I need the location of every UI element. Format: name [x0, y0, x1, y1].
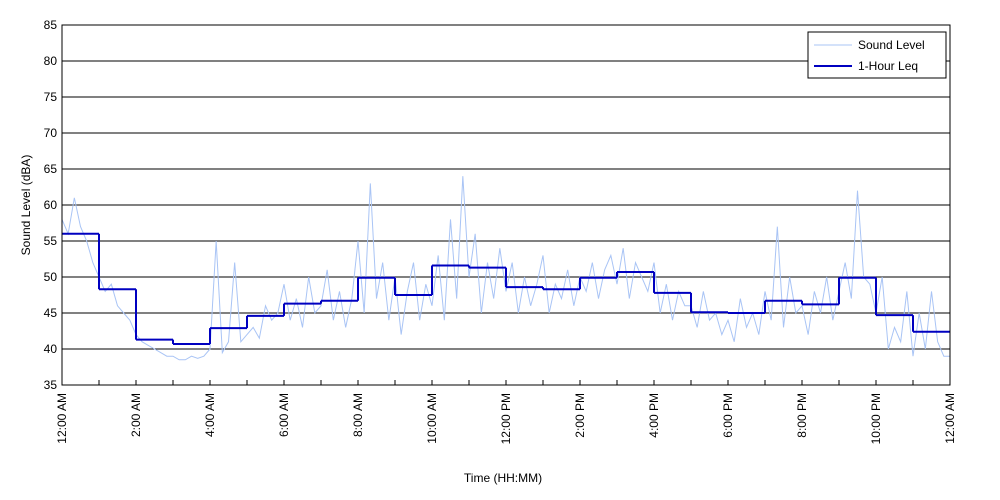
y-tick-label: 35 — [44, 378, 58, 392]
y-tick-label: 40 — [44, 342, 58, 356]
y-tick-label: 85 — [44, 18, 58, 32]
x-tick-label: 2:00 PM — [573, 393, 587, 438]
y-tick-label: 80 — [44, 54, 58, 68]
x-tick-label: 12:00 PM — [499, 393, 513, 444]
legend-box — [807, 31, 947, 79]
x-tick-label: 12:00 AM — [943, 393, 957, 444]
x-tick-label: 4:00 PM — [647, 393, 661, 438]
x-tick-label: 12:00 AM — [55, 393, 69, 444]
x-tick-label: 4:00 AM — [203, 393, 217, 437]
x-axis-label: Time (HH:MM) — [464, 471, 542, 485]
legend-label: Sound Level — [858, 38, 925, 52]
x-tick-label: 2:00 AM — [129, 393, 143, 437]
y-tick-label: 65 — [44, 162, 58, 176]
x-tick-label: 8:00 AM — [351, 393, 365, 437]
y-tick-label: 75 — [44, 90, 58, 104]
x-tick-label: 10:00 AM — [425, 393, 439, 444]
y-tick-label: 45 — [44, 306, 58, 320]
y-tick-label: 70 — [44, 126, 58, 140]
y-axis-label: Sound Level (dBA) — [19, 155, 33, 256]
x-tick-label: 8:00 PM — [795, 393, 809, 438]
y-tick-label: 55 — [44, 234, 58, 248]
x-tick-label: 6:00 AM — [277, 393, 291, 437]
legend-label: 1-Hour Leq — [858, 59, 918, 73]
plot-frame — [61, 24, 951, 386]
x-tick-label: 6:00 PM — [721, 393, 735, 438]
y-tick-label: 50 — [44, 270, 58, 284]
x-tick-label: 10:00 PM — [869, 393, 883, 444]
y-tick-label: 60 — [44, 198, 58, 212]
sound-level-line — [61, 176, 950, 361]
